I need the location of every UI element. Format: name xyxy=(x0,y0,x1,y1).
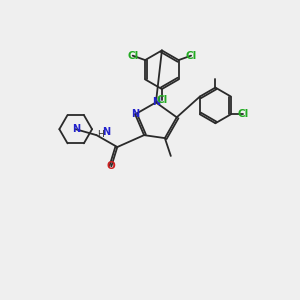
Text: H: H xyxy=(98,130,104,139)
Text: Cl: Cl xyxy=(127,51,138,61)
Text: N: N xyxy=(131,109,139,119)
Text: N: N xyxy=(102,127,110,136)
Text: Cl: Cl xyxy=(156,95,167,105)
Text: N: N xyxy=(152,98,160,107)
Text: Cl: Cl xyxy=(237,109,248,119)
Text: Cl: Cl xyxy=(185,51,197,61)
Text: O: O xyxy=(107,161,116,171)
Text: N: N xyxy=(72,124,80,134)
